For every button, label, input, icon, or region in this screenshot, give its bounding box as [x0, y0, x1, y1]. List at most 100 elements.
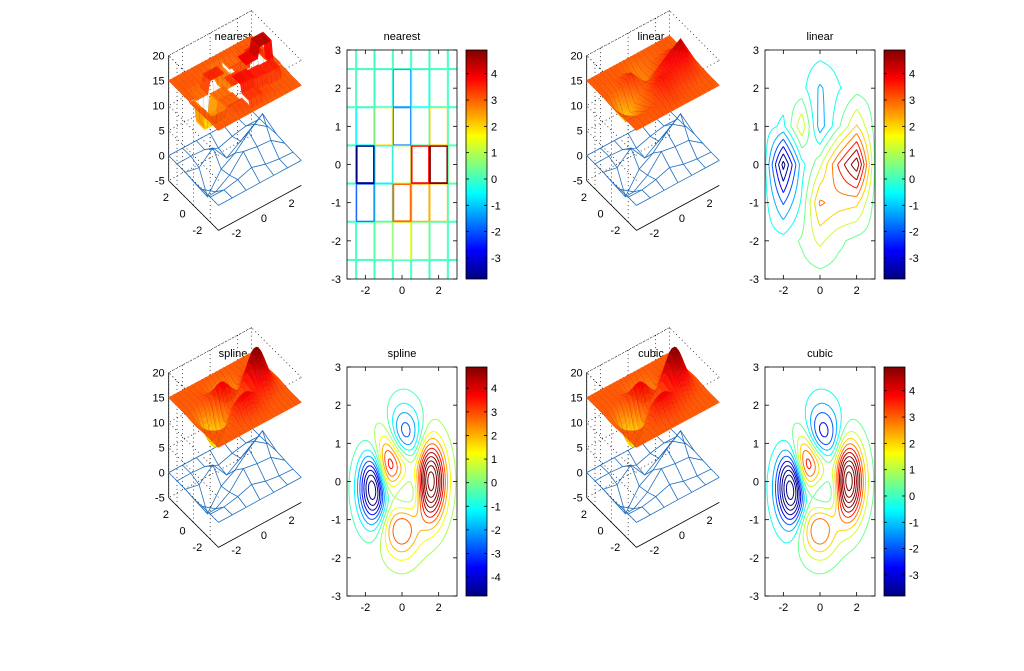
y-tick-label: 1	[335, 121, 341, 133]
y-tick-label: -2	[749, 236, 759, 248]
colorbar-tick-label: 4	[491, 383, 497, 395]
contour-line	[411, 221, 430, 260]
z-tick-label: 15	[152, 76, 164, 88]
z-tick-label: 5	[159, 443, 165, 455]
colorbar-tick-label: 1	[909, 148, 915, 160]
x-tick-label: 2	[288, 515, 294, 527]
y-tick-label: 3	[335, 45, 341, 57]
coarse-mesh-line	[223, 125, 275, 176]
y-axis	[586, 180, 637, 231]
y-tick-label: -2	[331, 553, 341, 565]
colorbar-tick-label: 4	[909, 69, 915, 81]
contour-line	[356, 107, 375, 146]
x-tick-label: -2	[778, 285, 788, 297]
contour-line	[374, 69, 393, 108]
plot-box	[346, 49, 458, 280]
coarse-mesh-line	[182, 147, 233, 199]
contour-line	[381, 437, 448, 553]
y-tick-label: 2	[163, 509, 169, 521]
coarse-mesh-line	[223, 442, 275, 493]
z-tick-label: -5	[155, 176, 165, 188]
colorbar-tick-label: -3	[909, 253, 919, 265]
coarse-mesh-line	[196, 140, 247, 191]
y-tick-label: 3	[753, 45, 759, 57]
coarse-mesh-line	[619, 139, 703, 193]
z-tick-label: 5	[159, 126, 165, 138]
coarse-mesh-line	[251, 110, 302, 161]
x-tick-label: -2	[360, 602, 370, 614]
colorbar-tick-label: 4	[491, 69, 497, 81]
colorbar-tick-label: 1	[491, 454, 497, 466]
colorbar-tick-label: -3	[491, 549, 501, 561]
z-tick-label: 0	[577, 151, 583, 163]
contour-line	[392, 107, 412, 146]
colorbar-tick-label: -3	[491, 253, 501, 265]
colorbar-tick-label: -2	[491, 227, 501, 239]
z-tick-label: 20	[152, 51, 164, 63]
y-axis	[168, 180, 219, 231]
contour-line	[368, 480, 377, 501]
y-tick-label: 2	[335, 83, 341, 95]
colorbar-tick-label: 0	[491, 478, 497, 490]
colorbar-tick-label: -1	[909, 200, 919, 212]
contour-line	[429, 69, 448, 108]
coarse-mesh-line	[168, 155, 219, 206]
colorbar-tick-label: -4	[491, 572, 501, 584]
contour-line	[781, 160, 786, 170]
y-axis	[586, 497, 637, 548]
z-tick-label: 15	[570, 76, 582, 88]
z-tick-label: 10	[152, 418, 164, 430]
y-tick-label: -3	[331, 591, 341, 603]
z-tick-label: -5	[573, 176, 583, 188]
contour-lines	[347, 50, 457, 279]
contour-line	[411, 183, 430, 222]
y-tick-label: 0	[597, 209, 603, 221]
coarse-mesh-line	[619, 456, 703, 510]
y-tick-label: -1	[331, 198, 341, 210]
coarse-mesh-line	[641, 442, 693, 493]
coarse-mesh-line	[603, 440, 687, 490]
z-tick-label: 20	[570, 51, 582, 63]
y-tick-label: 2	[163, 192, 169, 204]
y-tick-label: -2	[331, 236, 341, 248]
y-tick-label: -2	[192, 225, 202, 237]
y-tick-label: 0	[335, 477, 341, 489]
y-axis	[168, 497, 219, 548]
x-tick-label: 0	[399, 285, 405, 297]
z-tick-label: 5	[577, 126, 583, 138]
y-tick-label: 1	[335, 438, 341, 450]
x-tick-label: 2	[706, 198, 712, 210]
z-tick-label: 10	[570, 101, 582, 113]
contour-line	[374, 183, 393, 222]
x-tick-label: -2	[360, 285, 370, 297]
colorbar-tick-label: 2	[491, 121, 497, 133]
colorbar-tick-label: 1	[491, 148, 497, 160]
contour-lines	[765, 60, 875, 270]
contour-line	[355, 145, 375, 184]
surface-facet	[276, 61, 282, 65]
contour-line	[768, 83, 825, 220]
colorbar-tick-label: -2	[491, 525, 501, 537]
x-tick-label: 2	[854, 285, 860, 297]
contour-line	[850, 157, 860, 172]
x-tick-label: 0	[679, 213, 685, 225]
y-tick-label: -3	[749, 274, 759, 286]
y-tick-label: 2	[581, 192, 587, 204]
coarse-mesh-line	[209, 133, 261, 183]
contour-line	[356, 183, 375, 222]
colorbar-tick-label: 3	[491, 407, 497, 419]
x-axis	[218, 185, 302, 231]
y-tick-label: 0	[335, 160, 341, 172]
contour-line	[429, 183, 448, 222]
y-tick-label: 0	[753, 160, 759, 172]
chart-title: nearest	[384, 31, 421, 43]
y-tick-label: 2	[335, 400, 341, 412]
surface-facet	[219, 71, 225, 75]
colorbar	[883, 49, 906, 280]
contour-line	[392, 145, 412, 184]
coarse-mesh-line	[201, 139, 285, 193]
x-tick-label: 2	[436, 602, 442, 614]
